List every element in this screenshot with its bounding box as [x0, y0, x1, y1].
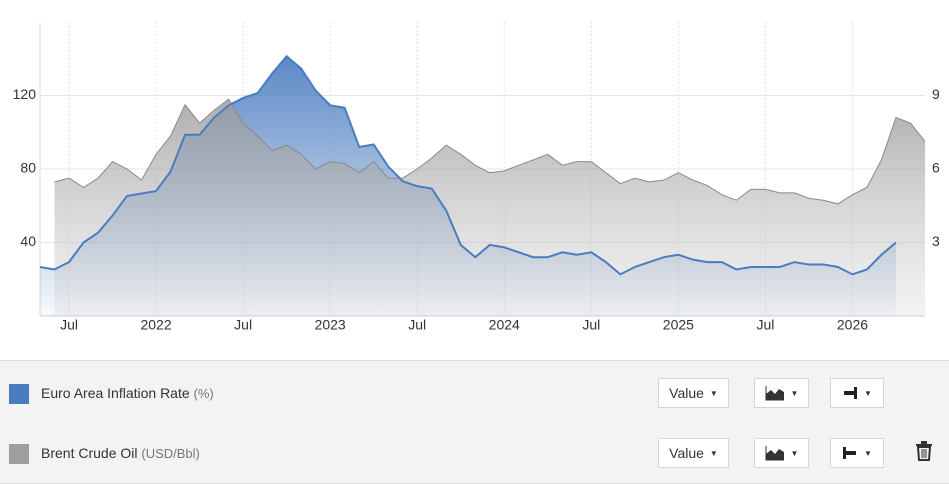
- axis-button[interactable]: ▼: [830, 378, 884, 408]
- y-tick-label: 80: [20, 160, 36, 176]
- series-area: [54, 99, 926, 316]
- axis-button[interactable]: ▼: [830, 438, 884, 468]
- dropdown-label: Value: [669, 385, 704, 401]
- x-tick-label: Jul: [408, 317, 426, 333]
- x-tick-label: Jul: [60, 317, 78, 333]
- dropdown-label: Value: [669, 445, 704, 461]
- value-dropdown[interactable]: Value ▼: [658, 438, 729, 468]
- x-tick-label: Jul: [756, 317, 774, 333]
- x-tick-label: 2023: [315, 317, 346, 333]
- series-name: Brent Crude Oil: [41, 445, 138, 461]
- chart-type-button[interactable]: ▼: [754, 378, 809, 408]
- y-tick-label: 120: [13, 86, 37, 102]
- x-tick-label: 2025: [663, 317, 694, 333]
- area-icon: [765, 446, 784, 461]
- x-tick-label: 2022: [140, 317, 171, 333]
- legend-row: Euro Area Inflation Rate (%) Value ▼ ▼ ▼: [0, 374, 949, 414]
- series-name: Euro Area Inflation Rate: [41, 385, 190, 401]
- series-unit: (%): [193, 386, 214, 401]
- x-tick-label: 2024: [489, 317, 520, 333]
- series-line: [39, 54, 897, 276]
- y2-tick-label: 9: [932, 86, 940, 102]
- legend-swatch: [9, 444, 29, 464]
- legend-row: Brent Crude Oil (USD/Bbl) Value ▼ ▼ ▼: [0, 434, 949, 474]
- y2-tick-label: 6: [932, 160, 940, 176]
- y-tick-label: 40: [20, 233, 36, 249]
- series-line: [54, 98, 926, 205]
- legend-label: Euro Area Inflation Rate (%): [41, 385, 214, 401]
- chart-type-button[interactable]: ▼: [754, 438, 809, 468]
- value-dropdown[interactable]: Value ▼: [658, 378, 729, 408]
- chart: Jul 2022 Jul 2023 Jul 2024 Jul 2025 Jul 2026 40 80 1…: [13, 22, 940, 333]
- axis-icon: [844, 387, 858, 399]
- series-unit: (USD/Bbl): [141, 446, 200, 461]
- axis-icon: [843, 447, 857, 459]
- x-tick-label: 2026: [837, 317, 868, 333]
- x-tick-label: Jul: [234, 317, 252, 333]
- y2-tick-label: 3: [932, 233, 940, 249]
- delete-button[interactable]: [915, 441, 933, 461]
- legend-swatch: [9, 384, 29, 404]
- legend-label: Brent Crude Oil (USD/Bbl): [41, 445, 200, 461]
- legend-panel: Euro Area Inflation Rate (%) Value ▼ ▼ ▼ …: [0, 360, 949, 484]
- area-icon: [765, 386, 784, 401]
- x-tick-label: Jul: [582, 317, 600, 333]
